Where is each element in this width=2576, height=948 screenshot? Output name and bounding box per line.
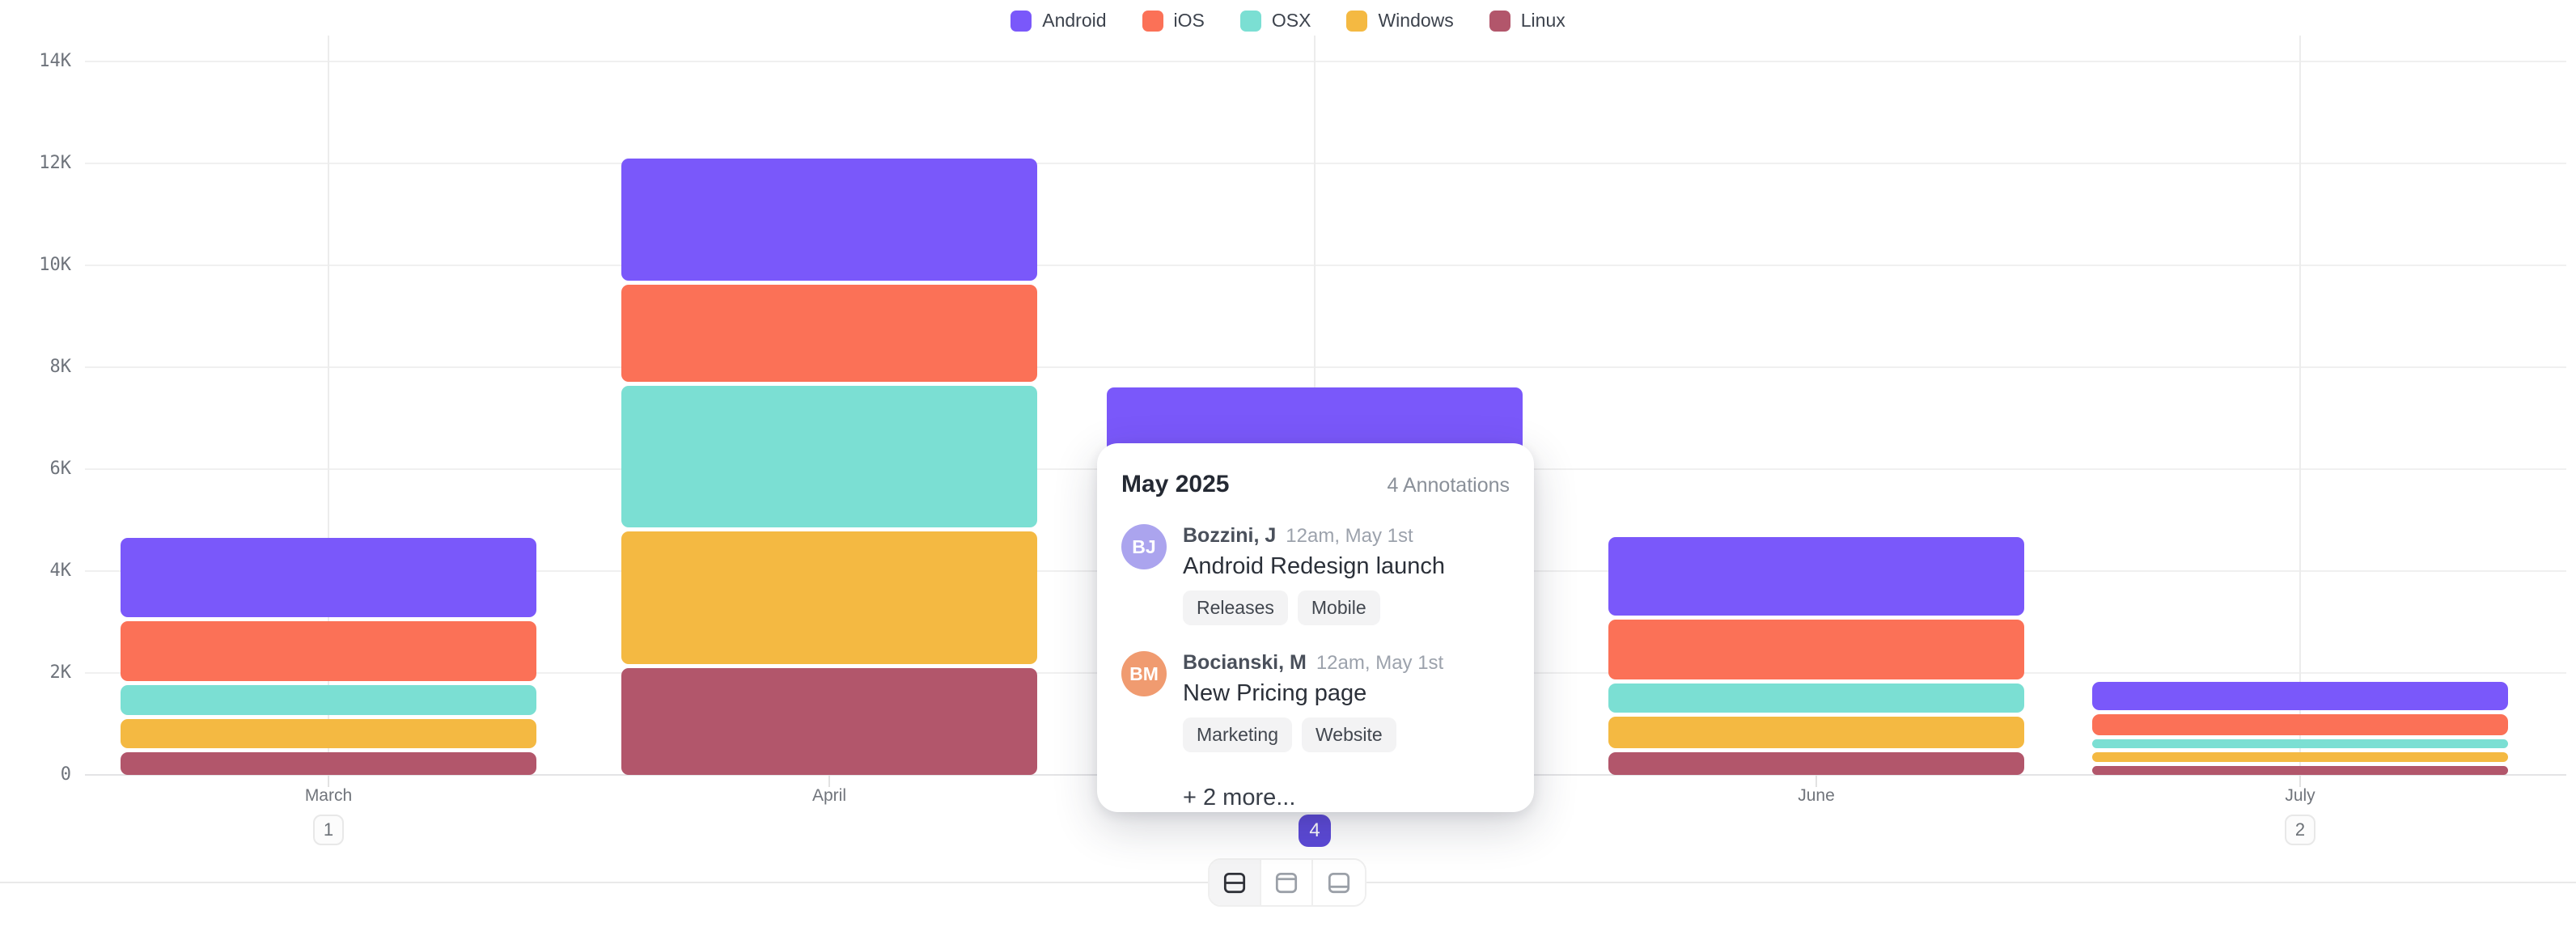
y-axis-tick-label: 4K: [49, 561, 72, 581]
x-axis-tick: [828, 775, 830, 787]
y-axis-tick-label: 14K: [39, 51, 71, 71]
annotation-tag-website[interactable]: Website: [1301, 717, 1396, 752]
bar-april: [621, 158, 1037, 775]
bar-june: [1608, 536, 2024, 775]
x-axis-tick: [1815, 775, 1817, 787]
bar-segment-android-june[interactable]: [1608, 536, 2024, 616]
x-axis-label-july: July: [2285, 786, 2315, 805]
bar-segment-osx-june[interactable]: [1608, 683, 2024, 713]
bar-segment-linux-march[interactable]: [121, 751, 536, 775]
panel-bottom-icon: [1328, 872, 1350, 894]
annotation-author: Bocianski, M: [1183, 651, 1307, 674]
tooltip-month-title: May 2025: [1121, 471, 1230, 497]
annotation-tag-mobile[interactable]: Mobile: [1297, 590, 1380, 625]
bar-segment-android-july[interactable]: [2092, 681, 2508, 710]
annotation-entry[interactable]: BM Bocianski, M 12am, May 1st New Pricing p…: [1121, 651, 1510, 752]
y-axis-tick-label: 0: [60, 764, 71, 785]
bar-segment-windows-march[interactable]: [121, 719, 536, 748]
y-axis-tick-label: 10K: [39, 255, 71, 275]
layout-top-view-button[interactable]: [1261, 860, 1313, 905]
bar-segment-linux-june[interactable]: [1608, 751, 2024, 775]
avatar: BM: [1121, 651, 1167, 696]
x-axis-tick: [2299, 775, 2301, 787]
legend-item-osx[interactable]: OSX: [1239, 10, 1311, 32]
bar-segment-osx-april[interactable]: [621, 385, 1037, 527]
tooltip-header: May 2025 4 Annotations: [1121, 471, 1510, 498]
bar-july: [2092, 681, 2508, 775]
bar-segment-windows-july[interactable]: [2092, 752, 2508, 763]
y-axis-tick-label: 6K: [49, 459, 72, 479]
annotation-tags: Marketing Website: [1183, 717, 1443, 752]
legend-item-label: Linux: [1520, 10, 1566, 31]
legend-swatch-icon: [1239, 10, 1261, 32]
annotation-count-badge-may[interactable]: 4: [1299, 815, 1331, 847]
bar-march: [121, 538, 536, 775]
panel-top-icon: [1275, 872, 1298, 894]
y-axis-tick-label: 2K: [49, 662, 72, 683]
annotation-count-badge-july[interactable]: 2: [2285, 815, 2315, 845]
annotation-name-line: Bozzini, J 12am, May 1st: [1183, 524, 1445, 548]
legend-item-android[interactable]: Android: [1010, 10, 1107, 32]
annotation-entry[interactable]: BJ Bozzini, J 12am, May 1st Android Redesig…: [1121, 524, 1510, 625]
annotation-tags: Releases Mobile: [1183, 590, 1445, 625]
annotation-timestamp: 12am, May 1st: [1316, 652, 1444, 674]
bar-segment-windows-june[interactable]: [1608, 716, 2024, 748]
bar-segment-android-april[interactable]: [621, 158, 1037, 281]
bar-segment-ios-march[interactable]: [121, 620, 536, 681]
x-axis-label-march: March: [304, 786, 353, 805]
y-gridline: [85, 163, 2566, 164]
annotation-name-line: Bocianski, M 12am, May 1st: [1183, 651, 1443, 675]
annotation-title: New Pricing page: [1183, 680, 1367, 706]
legend-item-linux[interactable]: Linux: [1489, 10, 1566, 32]
bar-segment-linux-april[interactable]: [621, 667, 1037, 775]
legend-swatch-icon: [1346, 10, 1368, 32]
layout-bottom-view-button[interactable]: [1313, 860, 1365, 905]
layout-switcher: [1208, 858, 1366, 907]
x-axis-tick: [328, 775, 329, 787]
legend-swatch-icon: [1142, 10, 1163, 32]
x-gridline: [2299, 36, 2301, 775]
tooltip-entries: BJ Bozzini, J 12am, May 1st Android Redesig…: [1121, 524, 1510, 752]
annotation-timestamp: 12am, May 1st: [1286, 525, 1413, 547]
bar-segment-android-march[interactable]: [121, 538, 536, 617]
bar-segment-osx-july[interactable]: [2092, 739, 2508, 749]
legend-swatch-icon: [1010, 10, 1032, 32]
y-gridline: [85, 61, 2566, 62]
bar-segment-linux-july[interactable]: [2092, 766, 2508, 775]
legend-item-windows[interactable]: Windows: [1346, 10, 1454, 32]
legend-item-label: OSX: [1271, 10, 1311, 31]
annotation-count-badge-march[interactable]: 1: [313, 815, 344, 845]
legend-item-label: Windows: [1378, 10, 1454, 31]
annotation-tag-releases[interactable]: Releases: [1183, 590, 1288, 625]
avatar: BJ: [1121, 524, 1167, 569]
bar-segment-ios-july[interactable]: [2092, 713, 2508, 735]
x-gridline: [328, 36, 329, 775]
x-axis-label-april: April: [811, 786, 846, 805]
layout-split-view-button[interactable]: [1210, 860, 1261, 905]
bar-segment-windows-april[interactable]: [621, 531, 1037, 664]
split-horizontal-icon: [1223, 872, 1246, 894]
annotation-title: Android Redesign launch: [1183, 553, 1446, 579]
annotation-entry-body: Bocianski, M 12am, May 1st New Pricing pag…: [1183, 651, 1443, 752]
y-axis-tick-label: 12K: [39, 153, 71, 173]
legend-item-label: iOS: [1173, 10, 1205, 31]
bar-segment-ios-june[interactable]: [1608, 620, 2024, 680]
annotation-tag-marketing[interactable]: Marketing: [1183, 717, 1292, 752]
x-axis-label-june: June: [1798, 786, 1835, 805]
annotation-entry-body: Bozzini, J 12am, May 1st Android Redesign …: [1183, 524, 1445, 625]
y-gridline: [85, 265, 2566, 266]
bar-segment-osx-march[interactable]: [121, 684, 536, 716]
annotation-author: Bozzini, J: [1183, 524, 1277, 547]
annotations-tooltip: May 2025 4 Annotations BJ Bozzini, J 12am,…: [1097, 443, 1534, 812]
bar-segment-ios-april[interactable]: [621, 285, 1037, 382]
legend-item-label: Android: [1042, 10, 1107, 31]
legend-swatch-icon: [1489, 10, 1510, 32]
legend-item-ios[interactable]: iOS: [1142, 10, 1205, 32]
chart-legend: Android iOS OSX Windows Linux: [0, 10, 2576, 32]
y-gridline: [85, 366, 2566, 368]
tooltip-annotation-count: 4 Annotations: [1387, 474, 1510, 497]
show-more-annotations-link[interactable]: + 2 more...: [1183, 785, 1296, 810]
y-axis-tick-label: 8K: [49, 357, 72, 377]
